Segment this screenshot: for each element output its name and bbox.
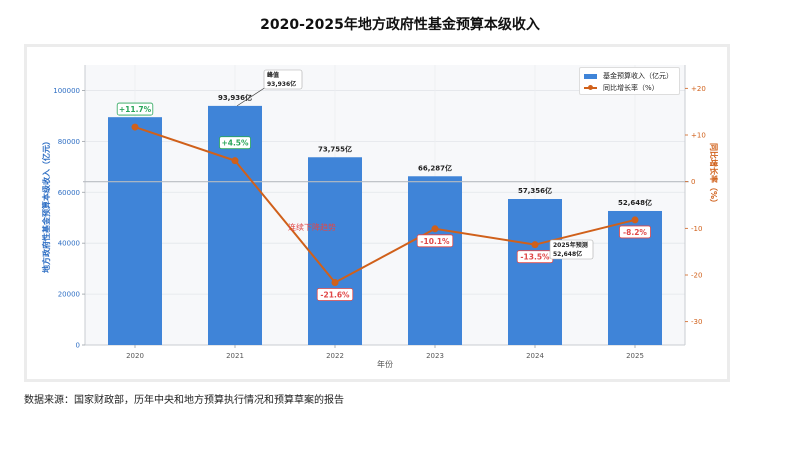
growth-label-box: [416, 234, 454, 248]
y2-axis-title: 同比增长率（%）: [709, 143, 719, 207]
annotation-box: [549, 239, 594, 260]
left-tick-label: 0: [76, 342, 80, 350]
growth-label-box: [219, 136, 251, 150]
x-tick-label: 2024: [526, 352, 544, 360]
legend-line-swatch: [584, 85, 597, 90]
legend-item-bar: 基金预算收入（亿元）: [584, 70, 675, 82]
bar-value-label: 66,287亿: [418, 163, 452, 172]
x-tick-label: 2025: [626, 352, 644, 360]
left-tick-label: 60000: [58, 189, 80, 197]
left-tick-label: 80000: [58, 138, 80, 146]
annotation-arrow: [236, 86, 267, 107]
legend: 基金预算收入（亿元） 同比增长率（%）: [579, 67, 680, 95]
left-tick-label: 100000: [53, 87, 80, 95]
right-tick-label: -20: [691, 272, 702, 280]
x-tick-label: 2022: [326, 352, 344, 360]
chart-title: 2020-2025年地方政府性基金预算本级收入: [260, 17, 540, 33]
growth-point: [631, 216, 639, 224]
annotation-text: 93,936亿: [267, 80, 296, 88]
bar: [108, 117, 162, 345]
x-tick-label: 2021: [226, 352, 244, 360]
bar-value-label: 52,648亿: [618, 198, 652, 207]
bar-value-label: 57,356亿: [518, 186, 552, 195]
data-source-note: 数据来源：国家财政部，历年中央和地方预算执行情况和预算草案的报告: [24, 395, 344, 406]
left-tick-label: 20000: [58, 291, 80, 299]
growth-point: [331, 278, 339, 286]
right-tick-label: +10: [691, 132, 706, 140]
growth-label: -10.1%: [420, 237, 450, 246]
bar: [508, 199, 562, 345]
growth-label-box: [619, 225, 651, 239]
x-tick-label: 2023: [426, 352, 444, 360]
bar: [408, 176, 462, 345]
legend-line-label: 同比增长率（%）: [603, 84, 659, 92]
trend-annotation: 连续下降趋势: [288, 222, 336, 232]
x-axis-title: 年份: [377, 359, 393, 369]
bar-value-label: 93,936亿: [218, 93, 252, 102]
growth-label: +11.7%: [119, 105, 152, 114]
annotation-text: 峰值: [267, 71, 279, 79]
legend-bar-swatch: [584, 73, 597, 79]
legend-item-line: 同比增长率（%）: [584, 82, 675, 94]
growth-label-box: [116, 102, 154, 116]
right-tick-label: -30: [691, 318, 702, 326]
legend-bar-label: 基金预算收入（亿元）: [603, 72, 673, 80]
growth-label-box: [316, 288, 354, 301]
growth-point: [431, 225, 439, 233]
growth-label: +4.5%: [221, 139, 249, 148]
growth-label: -21.6%: [320, 290, 350, 299]
growth-point: [531, 241, 539, 249]
right-tick-label: -10: [691, 225, 702, 233]
growth-label: -8.2%: [623, 228, 647, 237]
x-tick-label: 2020: [126, 352, 144, 360]
growth-point: [131, 123, 139, 131]
right-tick-label: +20: [691, 85, 706, 93]
annotation-box: [263, 69, 303, 90]
annotation-text: 2025年预测: [553, 241, 588, 249]
plot-area: [85, 65, 685, 345]
right-tick-label: 0: [691, 178, 695, 186]
left-tick-label: 40000: [58, 240, 80, 248]
y-axis-title: 地方政府性基金预算本级收入（亿元）: [41, 137, 51, 273]
bar-value-label: 73,755亿: [318, 144, 352, 153]
growth-label: -13.5%: [520, 253, 550, 262]
growth-point: [231, 157, 239, 165]
bar: [308, 157, 362, 345]
annotation-text: 52,648亿: [553, 250, 582, 258]
